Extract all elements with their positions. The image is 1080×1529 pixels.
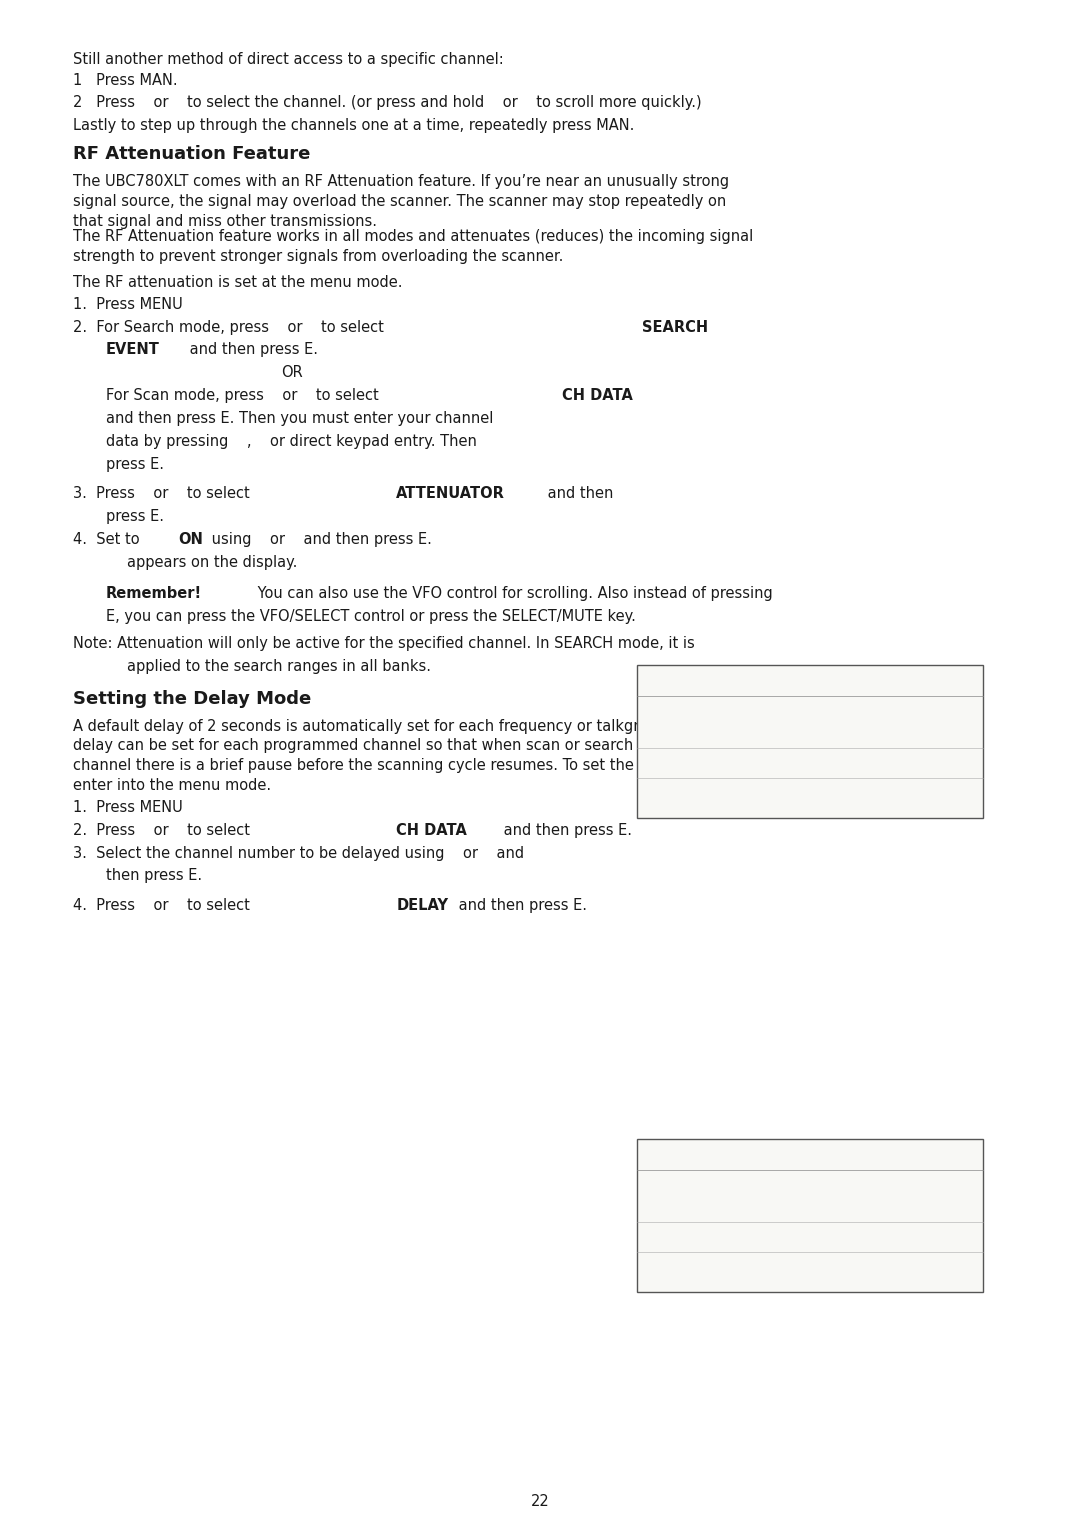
Text: Lastly to step up through the channels one at a time, repeatedly press MAN.: Lastly to step up through the channels o… bbox=[73, 118, 635, 133]
Text: The RF Attenuation feature works in all modes and attenuates (reduces) the incom: The RF Attenuation feature works in all … bbox=[73, 229, 754, 265]
Text: 10: 10 bbox=[659, 1145, 669, 1154]
Text: UHF TV 1: UHF TV 1 bbox=[645, 1228, 702, 1240]
Text: ATTENUATOR: ATTENUATOR bbox=[396, 486, 505, 502]
Text: CH DATA: CH DATA bbox=[396, 823, 468, 838]
Text: Note: Attenuation will only be active for the specified channel. In SEARCH mode,: Note: Attenuation will only be active fo… bbox=[73, 636, 696, 651]
Text: 1.  Press MENU: 1. Press MENU bbox=[73, 297, 184, 312]
Text: CHAN: CHAN bbox=[827, 1159, 843, 1164]
Text: 1   Press MAN.: 1 Press MAN. bbox=[73, 73, 178, 89]
FancyBboxPatch shape bbox=[637, 1139, 983, 1292]
Text: 2.  For Search mode, press    or    to select: 2. For Search mode, press or to select bbox=[73, 320, 389, 335]
Text: Remember!: Remember! bbox=[106, 586, 202, 601]
Text: data by pressing    ,    or direct keypad entry. Then: data by pressing , or direct keypad entr… bbox=[106, 434, 476, 450]
Text: ATT: ATT bbox=[942, 670, 956, 674]
Text: Setting the Delay Mode: Setting the Delay Mode bbox=[73, 690, 312, 708]
Text: The UBC780XLT comes with an RF Attenuation feature. If you’re near an unusually : The UBC780XLT comes with an RF Attenuati… bbox=[73, 174, 730, 229]
Text: 22: 22 bbox=[530, 1494, 550, 1509]
Text: press E.: press E. bbox=[106, 457, 164, 472]
Text: then press E.: then press E. bbox=[106, 868, 202, 884]
Text: HOLD: HOLD bbox=[845, 670, 860, 674]
Text: EVENT: EVENT bbox=[106, 342, 160, 358]
Text: HOLD: HOLD bbox=[845, 1144, 860, 1148]
Text: E, you can press the VFO/SELECT control or press the SELECT/MUTE key.: E, you can press the VFO/SELECT control … bbox=[106, 609, 636, 624]
Text: For Scan mode, press    or    to select: For Scan mode, press or to select bbox=[106, 388, 383, 404]
Text: P: P bbox=[644, 1144, 651, 1154]
Text: BANK: BANK bbox=[769, 670, 783, 674]
Text: CH DATA: CH DATA bbox=[562, 388, 633, 404]
Text: P: P bbox=[644, 670, 651, 680]
Text: RF Attenuation Feature: RF Attenuation Feature bbox=[73, 145, 311, 164]
Text: press E.: press E. bbox=[106, 509, 164, 524]
Text: using    or    and then press E.: using or and then press E. bbox=[207, 532, 432, 547]
Text: ·240.0000: ·240.0000 bbox=[645, 720, 717, 732]
Text: DLY: DLY bbox=[914, 1144, 923, 1148]
Text: and then: and then bbox=[543, 486, 613, 502]
Text: 3.  Select the channel number to be delayed using    or    and: 3. Select the channel number to be delay… bbox=[73, 846, 525, 861]
Text: DLY: DLY bbox=[914, 670, 923, 674]
Text: and then press E. Then you must enter your channel: and then press E. Then you must enter yo… bbox=[106, 411, 494, 427]
Text: 2   Press    or    to select the channel. (or press and hold    or    to scroll : 2 Press or to select the channel. (or pr… bbox=[73, 95, 702, 110]
Text: DELAY: DELAY bbox=[396, 898, 448, 913]
Text: SEARCH: SEARCH bbox=[642, 320, 707, 335]
Text: FM: FM bbox=[893, 1196, 904, 1205]
Text: UNIDEN Group A: UNIDEN Group A bbox=[645, 789, 739, 798]
Text: UNIDEN Group A: UNIDEN Group A bbox=[645, 1263, 739, 1272]
Text: 25cm Amateur 1: 25cm Amateur 1 bbox=[645, 755, 739, 764]
Text: OR: OR bbox=[281, 365, 302, 381]
Text: and then press E.: and then press E. bbox=[499, 823, 632, 838]
Text: 4.  Set to: 4. Set to bbox=[73, 532, 145, 547]
Text: applied to the search ranges in all banks.: applied to the search ranges in all bank… bbox=[127, 659, 431, 674]
Text: 1.  Press MENU: 1. Press MENU bbox=[73, 800, 184, 815]
Text: 3.  Press    or    to select: 3. Press or to select bbox=[73, 486, 255, 502]
Text: CHAN: CHAN bbox=[827, 685, 843, 690]
Text: 5 12.0000: 5 12.0000 bbox=[645, 1194, 717, 1206]
FancyBboxPatch shape bbox=[637, 665, 983, 818]
Text: appears on the display.: appears on the display. bbox=[127, 555, 298, 570]
Text: You can also use the VFO control for scrolling. Also instead of pressing: You can also use the VFO control for scr… bbox=[253, 586, 772, 601]
Text: and then press E.: and then press E. bbox=[454, 898, 586, 913]
Text: A default delay of 2 seconds is automatically set for each frequency or talkgrou: A default delay of 2 seconds is automati… bbox=[73, 719, 754, 794]
Text: BANK: BANK bbox=[769, 1144, 783, 1148]
Text: ON: ON bbox=[178, 532, 203, 547]
Text: 4.  Press    or    to select: 4. Press or to select bbox=[73, 898, 255, 913]
Text: S: S bbox=[962, 722, 967, 731]
Text: FM: FM bbox=[893, 722, 904, 731]
Text: 1: 1 bbox=[659, 671, 663, 680]
Text: The RF attenuation is set at the menu mode.: The RF attenuation is set at the menu mo… bbox=[73, 275, 403, 291]
Text: and then press E.: and then press E. bbox=[185, 342, 318, 358]
Text: Still another method of direct access to a specific channel:: Still another method of direct access to… bbox=[73, 52, 504, 67]
Text: S: S bbox=[962, 1196, 967, 1205]
Text: 2.  Press    or    to select: 2. Press or to select bbox=[73, 823, 255, 838]
